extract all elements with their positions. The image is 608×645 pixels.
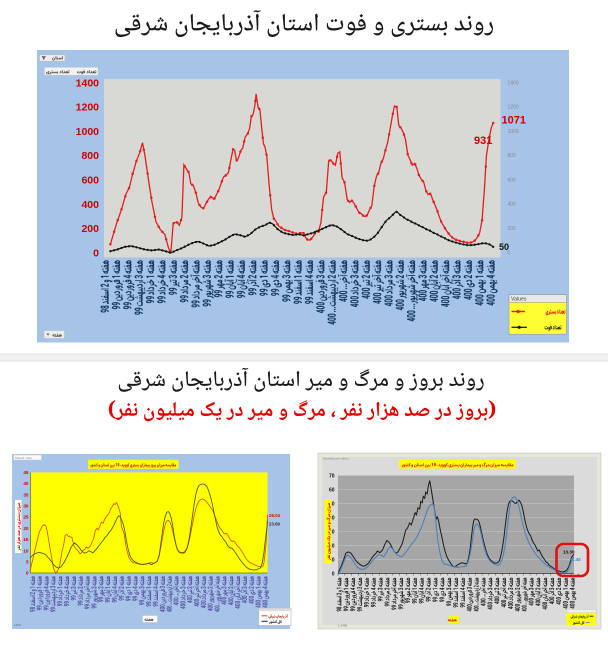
svg-text:40: 40 xyxy=(23,481,29,486)
svg-text:1.1400: 1.1400 xyxy=(338,624,348,628)
svg-text:0: 0 xyxy=(508,250,511,256)
svg-text:600: 600 xyxy=(508,177,517,183)
svg-text:1400: 1400 xyxy=(14,623,21,627)
svg-text:1200: 1200 xyxy=(76,102,100,114)
svg-text:1000: 1000 xyxy=(76,126,100,138)
svg-text:26.04: 26.04 xyxy=(269,513,281,518)
svg-text:20: 20 xyxy=(23,526,29,531)
svg-text:200: 200 xyxy=(508,226,517,232)
svg-text:1400: 1400 xyxy=(76,77,100,89)
svg-text:25: 25 xyxy=(23,515,29,520)
svg-text:50: 50 xyxy=(499,242,509,252)
svg-text:60: 60 xyxy=(329,487,335,493)
svg-text:10: 10 xyxy=(23,548,29,553)
svg-text:45: 45 xyxy=(23,470,29,475)
svg-text:800: 800 xyxy=(508,153,517,159)
svg-text:15: 15 xyxy=(23,537,29,542)
svg-text:400: 400 xyxy=(508,202,517,208)
svg-text:0: 0 xyxy=(332,571,335,577)
svg-text:Sheet1 chart: Sheet1 chart xyxy=(15,456,32,460)
svg-text:11.45: 11.45 xyxy=(570,557,581,562)
svg-text:1071: 1071 xyxy=(502,115,526,127)
svg-text:23.69: 23.69 xyxy=(269,521,281,526)
svg-text:50: 50 xyxy=(329,501,335,507)
svg-text:30: 30 xyxy=(329,529,335,535)
svg-text:20: 20 xyxy=(329,543,335,549)
svg-text:931: 931 xyxy=(474,135,492,147)
svg-text:Values: Values xyxy=(511,297,527,303)
svg-text:0: 0 xyxy=(93,247,99,259)
svg-text:1000: 1000 xyxy=(508,129,519,135)
svg-text:1400: 1400 xyxy=(508,80,519,86)
svg-text:70: 70 xyxy=(329,473,335,479)
svg-text:0: 0 xyxy=(26,571,29,576)
svg-text:35: 35 xyxy=(23,492,29,497)
svg-text:30: 30 xyxy=(23,504,29,509)
svg-text:Mortality per million: Mortality per million xyxy=(323,457,349,461)
svg-text:5: 5 xyxy=(26,559,29,564)
svg-text:40: 40 xyxy=(329,515,335,521)
svg-text:800: 800 xyxy=(81,150,99,162)
svg-text:400: 400 xyxy=(81,199,99,211)
svg-text:13.30: 13.30 xyxy=(563,550,575,555)
svg-text:10: 10 xyxy=(329,557,335,563)
svg-text:1200: 1200 xyxy=(508,105,519,111)
svg-text:200: 200 xyxy=(81,223,99,235)
svg-text:600: 600 xyxy=(81,175,99,187)
